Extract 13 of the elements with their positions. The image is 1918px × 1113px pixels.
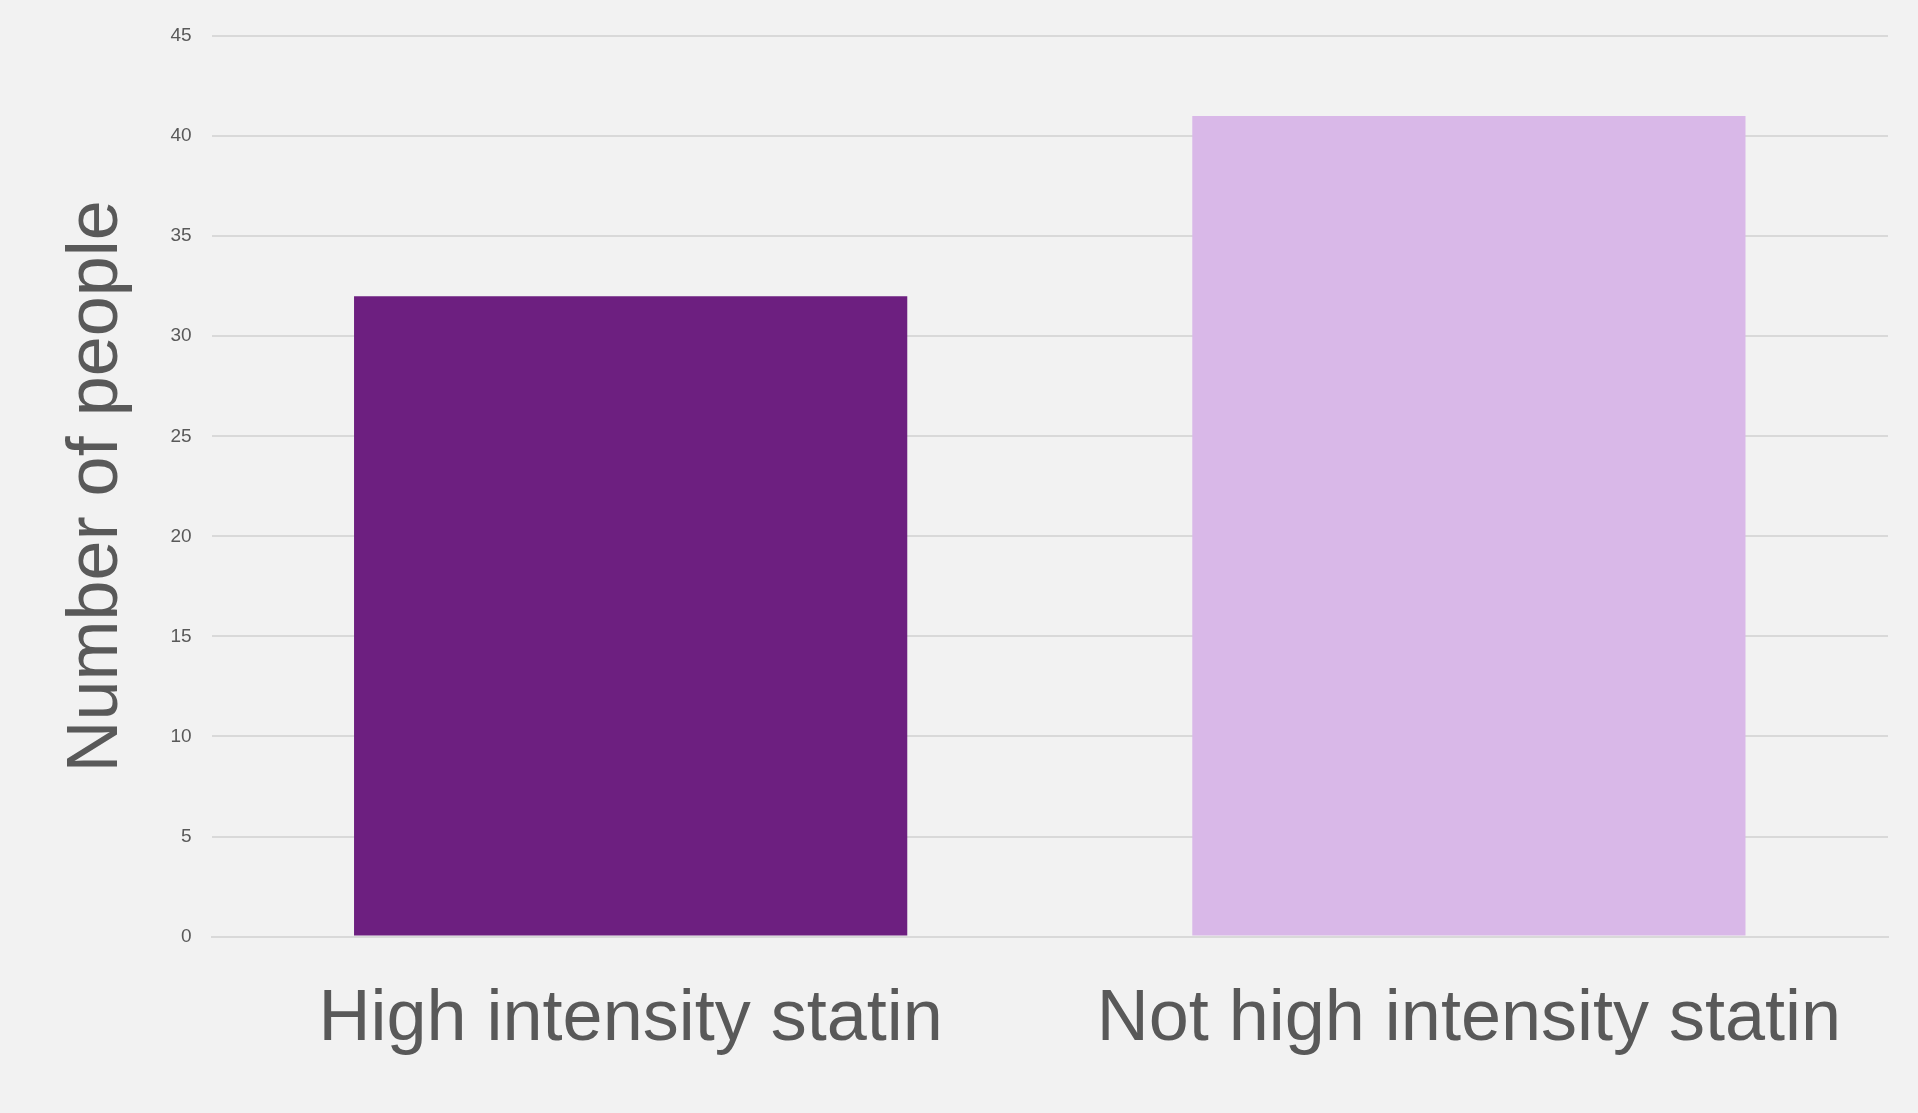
y-tick-label: 30	[170, 324, 192, 346]
y-tick-label: 45	[170, 24, 192, 46]
y-tick-label: 10	[170, 724, 192, 746]
y-tick-label: 35	[170, 224, 192, 246]
y-tick-label: 0	[180, 924, 192, 946]
y-tick-label: 5	[180, 824, 192, 846]
y-tick-label: 40	[170, 124, 192, 146]
x-tick-label: High intensity statin	[318, 974, 943, 1055]
y-tick-label: 25	[170, 424, 192, 446]
y-axis-title: Number of people	[52, 200, 133, 773]
y-tick-label: 15	[170, 624, 192, 646]
y-tick-label: 20	[170, 524, 192, 546]
x-tick-label: Not high intensity statin	[1096, 974, 1842, 1055]
